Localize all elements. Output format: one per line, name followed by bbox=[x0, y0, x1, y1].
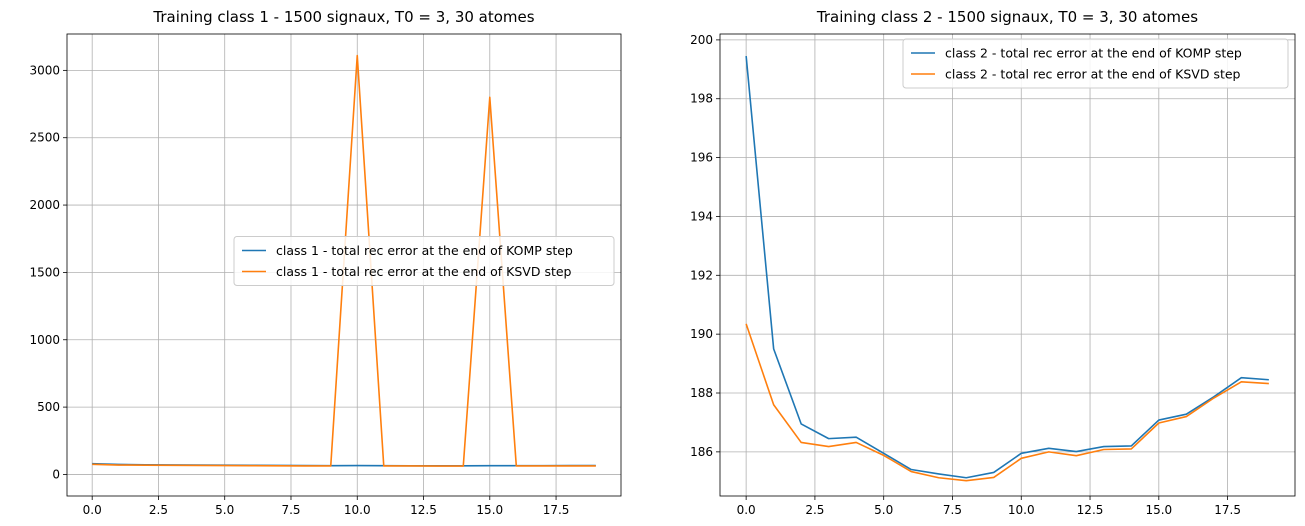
legend: class 2 - total rec error at the end of … bbox=[902, 38, 1289, 89]
y-tick-label: 2500 bbox=[29, 131, 60, 145]
x-tick-label: 0.0 bbox=[737, 503, 756, 517]
series-line-komp bbox=[745, 55, 1269, 479]
x-tick-label: 7.5 bbox=[943, 503, 962, 517]
y-tick-label: 2000 bbox=[29, 198, 60, 212]
legend-label: class 1 - total rec error at the end of … bbox=[276, 264, 572, 279]
x-tick-label: 17.5 bbox=[543, 503, 570, 517]
x-tick-label: 2.5 bbox=[149, 503, 168, 517]
legend-box bbox=[902, 38, 1289, 89]
x-tick-label: 12.5 bbox=[410, 503, 437, 517]
legend: class 1 - total rec error at the end of … bbox=[233, 236, 615, 286]
x-tick-label: 12.5 bbox=[1077, 503, 1104, 517]
legend-box bbox=[233, 236, 615, 286]
x-tick-label: 17.5 bbox=[1214, 503, 1241, 517]
legend-label: class 2 - total rec error at the end of … bbox=[945, 67, 1241, 82]
y-tick-label: 198 bbox=[690, 92, 713, 106]
axes-frame bbox=[66, 33, 622, 497]
x-tick-label: 5.0 bbox=[215, 503, 234, 517]
chart-panel-class-1: 0.0 2.5 5.0 7.5 10.0 12.5 15.0 17.5 0 500 1000 1500… bbox=[29, 8, 622, 517]
x-tick-label: 10.0 bbox=[1008, 503, 1035, 517]
y-tick-label: 192 bbox=[690, 268, 713, 282]
x-tick-label: 2.5 bbox=[805, 503, 824, 517]
x-tick-label: 15.0 bbox=[1145, 503, 1172, 517]
legend-label: class 1 - total rec error at the end of … bbox=[276, 243, 573, 258]
y-tick-label: 1000 bbox=[29, 333, 60, 347]
y-tick-label: 186 bbox=[690, 445, 713, 459]
chart-panel-class-2: 0.0 2.5 5.0 7.5 10.0 12.5 15.0 17.5 186 188 190 192… bbox=[690, 8, 1296, 517]
y-tick-label: 0 bbox=[52, 467, 60, 481]
x-tick-label: 5.0 bbox=[874, 503, 893, 517]
y-tick-label: 1500 bbox=[29, 265, 60, 279]
legend-label: class 2 - total rec error at the end of … bbox=[945, 46, 1242, 61]
x-tick-label: 7.5 bbox=[281, 503, 300, 517]
x-tick-label: 0.0 bbox=[83, 503, 102, 517]
y-tick-label: 200 bbox=[690, 33, 713, 47]
x-tick-label: 15.0 bbox=[476, 503, 503, 517]
y-tick-label: 196 bbox=[690, 151, 713, 165]
y-tick-label: 3000 bbox=[29, 63, 60, 77]
y-tick-label: 194 bbox=[690, 209, 713, 223]
y-tick-label: 190 bbox=[690, 327, 713, 341]
chart-title: Training class 1 - 1500 signaux, T0 = 3,… bbox=[152, 8, 534, 26]
y-tick-label: 188 bbox=[690, 386, 713, 400]
y-tick-label: 500 bbox=[37, 400, 60, 414]
x-tick-label: 10.0 bbox=[344, 503, 371, 517]
chart-title: Training class 2 - 1500 signaux, T0 = 3,… bbox=[816, 8, 1198, 26]
series-line-ksvd bbox=[745, 323, 1269, 482]
axes-frame bbox=[719, 33, 1296, 497]
